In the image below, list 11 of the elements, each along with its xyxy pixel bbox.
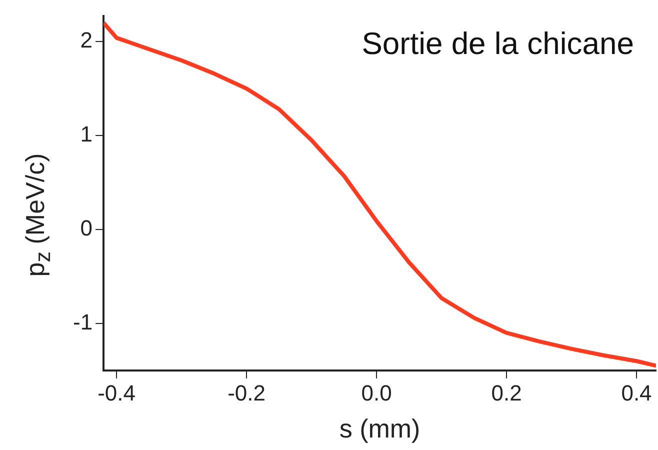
x-tick-label: 0.0 — [361, 380, 392, 406]
y-tick-label: 2 — [80, 28, 93, 53]
x-tick-label: -0.2 — [228, 380, 266, 406]
annotation: Sortie de la chicane — [362, 26, 634, 62]
x-tick-label: 0.4 — [621, 380, 652, 406]
y-tick-label: -1 — [73, 309, 93, 334]
y-tick-label: 0 — [80, 216, 93, 241]
x-tick-label: -0.4 — [98, 380, 136, 406]
y-tick-label: 1 — [80, 122, 93, 147]
x-axis-title: s (mm) — [339, 414, 420, 444]
x-tick-label: 0.2 — [491, 380, 522, 406]
